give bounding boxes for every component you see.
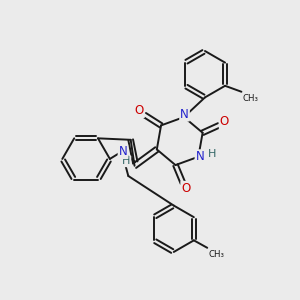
Text: H: H	[208, 149, 216, 159]
Text: O: O	[181, 182, 190, 195]
Text: CH₃: CH₃	[209, 250, 225, 259]
Text: H: H	[122, 156, 130, 166]
Text: N: N	[180, 108, 189, 121]
Text: CH₃: CH₃	[243, 94, 259, 103]
Text: O: O	[135, 104, 144, 117]
Text: O: O	[220, 115, 229, 128]
Text: N: N	[118, 145, 127, 158]
Text: N: N	[196, 150, 204, 163]
